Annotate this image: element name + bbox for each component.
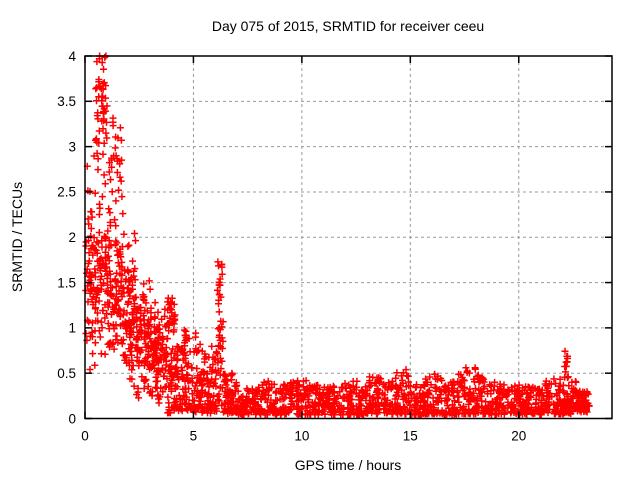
x-tick-labels: 0 5 10 15 20 — [81, 429, 526, 444]
x-tick-label-20: 20 — [511, 429, 526, 444]
x-tick-label-5: 5 — [190, 429, 198, 444]
y-tick-label-4: 4 — [68, 49, 76, 64]
y-tick-label-2: 2 — [68, 230, 76, 245]
x-tick-label-0: 0 — [81, 429, 89, 444]
y-tick-label-0: 0 — [68, 411, 76, 426]
y-axis-label: SRMTID / TECUs — [9, 182, 25, 292]
y-tick-label-0.5: 0.5 — [57, 366, 76, 381]
grid-lines — [85, 56, 612, 419]
chart-title: Day 075 of 2015, SRMTID for receiver cee… — [212, 18, 484, 34]
y-tick-labels: 0 0.5 1 1.5 2 2.5 3 3.5 4 — [57, 49, 76, 426]
x-axis-label: GPS time / hours — [295, 457, 402, 473]
y-tick-label-3.5: 3.5 — [57, 94, 76, 109]
scatter-points — [82, 52, 593, 419]
y-tick-label-1: 1 — [68, 321, 76, 336]
y-tick-label-1.5: 1.5 — [57, 275, 76, 290]
x-tick-label-10: 10 — [294, 429, 309, 444]
axis-ticks — [84, 55, 612, 420]
y-tick-label-3: 3 — [68, 139, 76, 154]
x-tick-label-15: 15 — [403, 429, 418, 444]
y-tick-label-2.5: 2.5 — [57, 185, 76, 200]
